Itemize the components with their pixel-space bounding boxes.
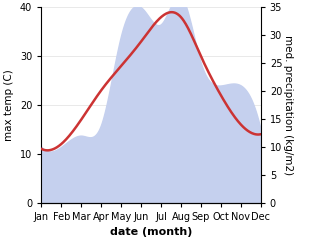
X-axis label: date (month): date (month)	[110, 227, 192, 237]
Y-axis label: max temp (C): max temp (C)	[4, 69, 14, 141]
Y-axis label: med. precipitation (kg/m2): med. precipitation (kg/m2)	[283, 35, 294, 175]
